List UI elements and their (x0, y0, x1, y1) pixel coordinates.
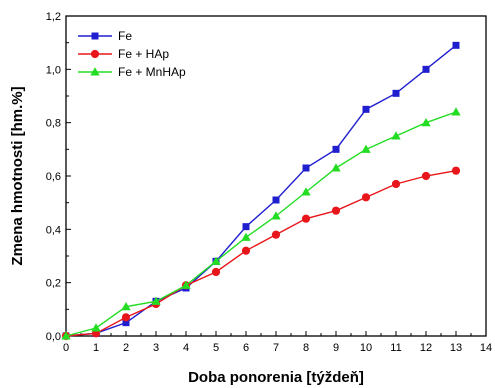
x-axis: 0 1 2 3 4 5 6 7 8 9 10 11 12 13 14 (63, 331, 492, 354)
x-tick-label: 3 (153, 342, 159, 354)
data-point (361, 193, 371, 202)
legend-marker (90, 49, 100, 59)
data-point (362, 105, 370, 113)
legend-entry: Fe (78, 29, 132, 43)
x-tick-label: 11 (390, 342, 401, 354)
data-point (451, 107, 461, 116)
data-point (241, 246, 251, 255)
data-point (91, 323, 101, 332)
data-point (181, 280, 191, 289)
data-point (211, 267, 221, 277)
data-point (301, 187, 311, 196)
y-axis: 0,0 0,2 0,4 0,6 0,8 1,0 1,2 (46, 11, 71, 343)
x-tick-label: 7 (273, 342, 279, 354)
x-tick-label: 0 (63, 342, 69, 354)
series-fe (62, 41, 460, 340)
data-point (121, 313, 131, 322)
x-tick-label: 8 (303, 342, 309, 354)
y-tick-label: 1,2 (46, 11, 61, 23)
legend-label: Fe + HAp (118, 47, 169, 61)
data-point (301, 214, 311, 223)
data-point (302, 164, 310, 172)
legend-entry: Fe + HAp (78, 47, 169, 61)
data-point (361, 144, 371, 153)
x-tick-label: 5 (213, 342, 219, 354)
data-point (421, 171, 431, 181)
x-tick-label: 10 (360, 342, 372, 354)
series-line (65, 44, 457, 337)
data-point (421, 117, 431, 127)
data-point (391, 179, 401, 189)
data-point (271, 230, 281, 239)
data-point (422, 65, 430, 73)
data-point (272, 196, 280, 204)
x-tick-label: 2 (123, 342, 129, 354)
legend-label: Fe + MnHAp (118, 65, 186, 79)
series-layer (61, 41, 461, 341)
y-tick-label: 0,2 (46, 278, 61, 290)
legend-marker (91, 32, 99, 40)
legend-label: Fe (118, 29, 132, 43)
data-point (242, 223, 250, 231)
data-point (61, 331, 71, 340)
data-point (331, 163, 341, 172)
legend: Fe Fe + HAp Fe + MnHAp (78, 29, 186, 79)
data-point (271, 211, 281, 220)
data-point (332, 145, 340, 153)
y-tick-label: 1,0 (46, 64, 61, 76)
series-fe-hap (61, 166, 461, 341)
x-tick-label: 4 (183, 342, 189, 354)
series-fe-mnhap (61, 107, 461, 340)
series-line (65, 111, 457, 337)
x-tick-label: 13 (450, 342, 462, 354)
x-tick-label: 12 (420, 342, 432, 354)
y-tick-label: 0,4 (46, 224, 61, 236)
data-point (331, 206, 341, 215)
x-tick-label: 14 (480, 342, 492, 354)
y-tick-label: 0,6 (46, 171, 61, 183)
x-tick-label: 9 (333, 342, 339, 354)
data-point (391, 131, 401, 140)
data-point (392, 89, 400, 97)
legend-entry: Fe + MnHAp (78, 65, 186, 79)
y-tick-label: 0,8 (46, 118, 61, 130)
data-point (211, 256, 221, 265)
data-point (451, 166, 461, 175)
y-axis-title: Zmena hmotnosti [hm.%] (9, 86, 26, 265)
data-point (122, 319, 130, 327)
legend-marker (90, 67, 100, 76)
data-point (121, 301, 131, 311)
series-line (65, 169, 457, 337)
y-tick-label: 0,0 (46, 331, 61, 343)
data-point (151, 296, 161, 305)
x-axis-title: Doba ponorenia [týždeň] (188, 369, 364, 386)
data-point (241, 232, 251, 241)
x-tick-label: 6 (243, 342, 249, 354)
x-tick-label: 1 (93, 342, 99, 354)
data-point (452, 41, 460, 49)
